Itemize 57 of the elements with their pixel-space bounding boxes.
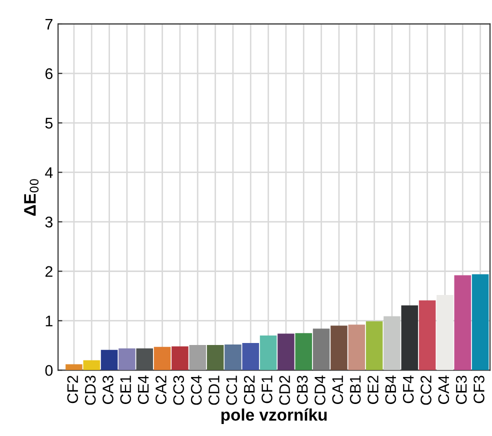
y-tick-label: 5 (45, 118, 53, 129)
x-tick-label: CD3 (84, 376, 96, 405)
x-tick-label: CC3 (173, 376, 184, 405)
bar (384, 316, 400, 370)
bar (348, 324, 366, 370)
bar (189, 344, 206, 370)
x-tick-label: CF4 (402, 375, 414, 404)
x-tick-label: CC1 (226, 376, 238, 405)
x-tick-label: CA1 (332, 376, 344, 404)
x-tick-label: CF3 (474, 376, 484, 404)
bar (154, 346, 171, 370)
bar (366, 321, 383, 370)
x-tick-label: CE4 (138, 375, 149, 404)
bar (278, 334, 294, 370)
x-tick-label: CD4 (314, 375, 326, 405)
x-tick-label: CA2 (156, 376, 166, 404)
bar (136, 348, 154, 370)
bar (454, 275, 472, 370)
bar (330, 326, 348, 370)
y-tick-label: 3 (45, 216, 53, 228)
y-tick-label: 7 (45, 19, 52, 30)
bar (472, 274, 489, 370)
bar (100, 350, 118, 370)
y-tick-label: 1 (46, 316, 52, 326)
y-tick-label: 6 (45, 68, 53, 80)
x-tick-label: CA4 (438, 375, 450, 404)
x-tick-label: CE2 (368, 376, 378, 404)
y-tick-label: 0 (45, 365, 53, 376)
x-tick-label: CC2 (420, 376, 432, 405)
bar (312, 328, 330, 370)
x-tick-label: CF2 (67, 376, 78, 404)
bar (224, 344, 242, 370)
x-tick-label: CB4 (385, 375, 396, 404)
bar (66, 364, 82, 370)
bar (260, 336, 277, 370)
bar (242, 342, 260, 370)
x-tick-label: CD1 (208, 376, 220, 405)
x-tick-label: CE1 (120, 376, 132, 404)
bar (206, 344, 224, 370)
x-tick-label: CF1 (262, 376, 272, 404)
bar (118, 348, 136, 370)
y-tick-label: 2 (45, 266, 52, 277)
x-tick-label: CC4 (190, 375, 202, 405)
y-tick-label: 4 (45, 167, 53, 178)
x-tick-label: CD2 (279, 376, 290, 405)
bar (295, 333, 312, 370)
bar (172, 346, 188, 370)
x-tick-label: CB1 (350, 376, 361, 404)
y-axis-title: ΔE$_{00}$ (24, 179, 39, 216)
x-tick-label: CA3 (102, 376, 114, 404)
bar (418, 300, 436, 370)
x-tick-label: CB2 (244, 376, 255, 404)
x-tick-label: CE3 (456, 376, 467, 404)
x-axis-title: pole vzorníku (221, 408, 327, 424)
x-tick-label: CB3 (296, 376, 308, 404)
bar (436, 294, 454, 370)
bar (83, 360, 100, 370)
